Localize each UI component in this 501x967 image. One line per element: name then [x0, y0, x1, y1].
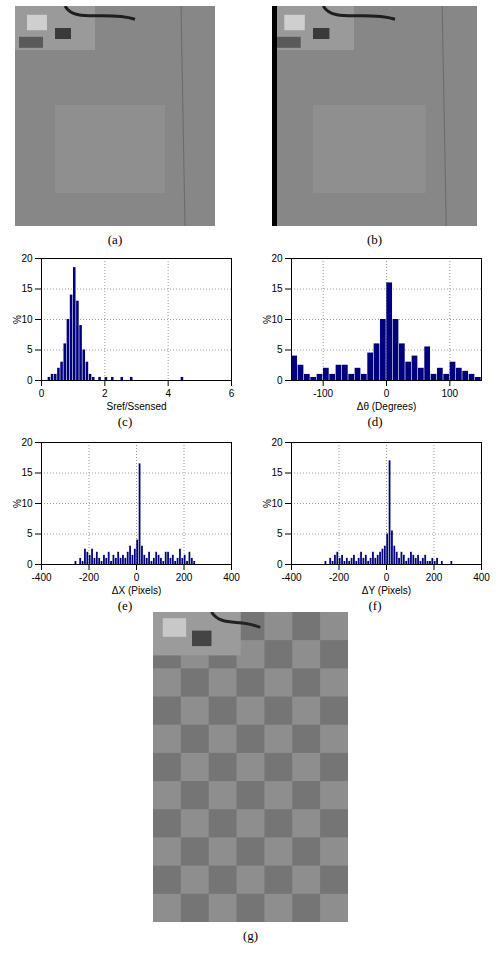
svg-text:0: 0 [39, 388, 45, 399]
svg-text:ΔX (Pixels): ΔX (Pixels) [112, 585, 161, 596]
svg-text:20: 20 [21, 437, 33, 448]
svg-text:0: 0 [27, 559, 33, 570]
svg-text:%: % [262, 499, 273, 508]
svg-text:0: 0 [134, 572, 140, 583]
html-text:(c): (c) [117, 414, 133, 429]
svg-text:6: 6 [229, 388, 235, 399]
svg-text:5: 5 [27, 528, 33, 539]
svg-text:15: 15 [21, 283, 33, 294]
svg-text:%: % [12, 315, 23, 324]
svg-text:20: 20 [271, 437, 283, 448]
svg-text:10: 10 [21, 314, 33, 325]
svg-text:10: 10 [21, 498, 33, 509]
svg-text:400: 400 [473, 572, 490, 583]
svg-text:%: % [12, 499, 23, 508]
svg-text:-200: -200 [329, 572, 349, 583]
html-text:(g): (g) [242, 928, 259, 943]
svg-text:5: 5 [277, 528, 283, 539]
svg-text:15: 15 [21, 467, 33, 478]
svg-text:15: 15 [271, 283, 283, 294]
html-text:(e): (e) [117, 598, 133, 613]
svg-text:0: 0 [384, 388, 390, 399]
html-text:(f): (f) [368, 598, 382, 613]
svg-text:5: 5 [27, 344, 33, 355]
svg-text:5: 5 [277, 344, 283, 355]
svg-text:20: 20 [271, 253, 283, 264]
html-text:(b): (b) [366, 232, 383, 247]
svg-text:20: 20 [21, 253, 33, 264]
svg-text:4: 4 [165, 388, 171, 399]
svg-text:2: 2 [102, 388, 108, 399]
svg-text:%: % [262, 315, 273, 324]
svg-text:10: 10 [271, 498, 283, 509]
svg-text:-400: -400 [281, 572, 301, 583]
svg-text:400: 400 [223, 572, 240, 583]
svg-text:-100: -100 [313, 388, 333, 399]
svg-text:0: 0 [27, 375, 33, 386]
svg-text:-400: -400 [31, 572, 51, 583]
svg-text:0: 0 [277, 559, 283, 570]
svg-text:10: 10 [271, 314, 283, 325]
svg-text:0: 0 [277, 375, 283, 386]
html-text:(a): (a) [107, 232, 123, 247]
svg-text:Sref/Ssensed: Sref/Ssensed [106, 401, 166, 412]
svg-text:200: 200 [426, 572, 443, 583]
svg-text:15: 15 [271, 467, 283, 478]
svg-text:-200: -200 [79, 572, 99, 583]
svg-text:Δθ (Degrees): Δθ (Degrees) [357, 401, 416, 412]
svg-text:0: 0 [384, 572, 390, 583]
svg-text:100: 100 [441, 388, 458, 399]
svg-text:200: 200 [176, 572, 193, 583]
html-text:(d): (d) [367, 414, 383, 429]
svg-text:ΔY (Pixels): ΔY (Pixels) [362, 585, 411, 596]
